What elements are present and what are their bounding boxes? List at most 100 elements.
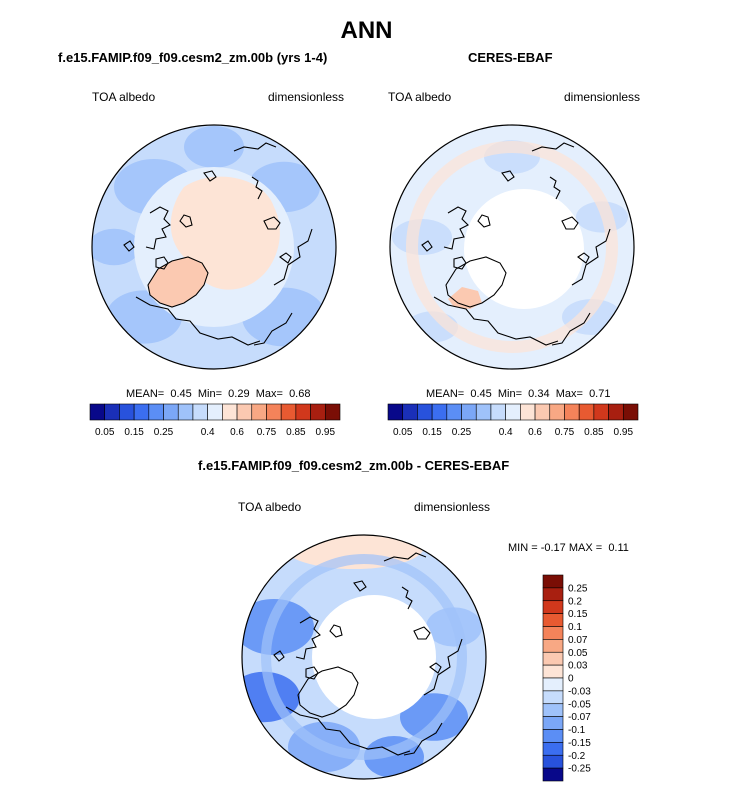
colorbar-box: [119, 403, 135, 421]
colorbar-box: [402, 403, 418, 421]
colorbar-box: [542, 651, 564, 666]
colorbar-tick-label: 0.25: [154, 427, 174, 438]
colorbar-box: [542, 677, 564, 692]
missing-region: [312, 595, 436, 719]
panel3-map: [241, 534, 487, 780]
coastline: [571, 228, 611, 286]
coastline: [297, 666, 359, 718]
colorbar-tick-label: 0.85: [584, 427, 604, 438]
panel3-stats: MIN = -0.17 MAX = 0.11: [508, 542, 629, 554]
map-border: [91, 124, 337, 370]
greenland-field: [448, 287, 482, 309]
colorbar-box: [542, 729, 564, 743]
colorbar-box: [104, 403, 120, 421]
colorbar-box: [133, 403, 150, 421]
coastline: [353, 580, 367, 592]
field-patch: [92, 228, 140, 266]
coastline: [453, 256, 467, 270]
panel1-colorbar: 0.05 0.15 0.25 0.4 0.6 0.75 0.85 0.95: [89, 403, 341, 438]
colorbar-tick-label: 0.1: [568, 622, 582, 633]
colorbar-tick-label: 0.05: [393, 427, 413, 438]
colorbar-tick-label: 0.95: [614, 427, 634, 438]
colorbar-box: [608, 403, 624, 421]
map-border: [389, 124, 635, 370]
panel1-variable: TOA albedo: [92, 90, 156, 104]
colorbar-tick-label: -0.05: [568, 699, 591, 710]
colorbar-tick-label: 0.6: [230, 427, 244, 438]
coastline: [433, 296, 559, 346]
ring-band: [406, 141, 618, 353]
panel2-variable: TOA albedo: [388, 90, 452, 104]
coastline: [273, 228, 313, 286]
colorbar-box: [542, 767, 564, 782]
coastline: [401, 586, 413, 610]
colorbar-box: [295, 403, 311, 421]
colorbar-box: [578, 403, 595, 421]
colorbar-box: [542, 742, 564, 756]
colorbar-tick-label: -0.2: [568, 751, 586, 762]
map-border: [241, 534, 487, 780]
coastline: [263, 216, 281, 230]
colorbar-tick-label: 0.03: [568, 661, 588, 672]
colorbar-box: [475, 403, 492, 421]
coastline: [273, 650, 285, 662]
colorbar-box: [461, 403, 477, 421]
colorbar-box: [542, 716, 564, 730]
coastline: [421, 240, 433, 252]
coastline: [549, 176, 561, 200]
colorbar-box: [192, 403, 208, 421]
colorbar-box: [549, 403, 565, 421]
coastline: [305, 666, 319, 680]
panel3-colorbar: 0.25 0.2 0.15 0.1 0.07 0.05 0.03 0-0.03 -0.05 -0.…: [542, 574, 591, 782]
colorbar-box: [564, 403, 580, 421]
colorbar-tick-label: 0.05: [95, 427, 115, 438]
colorbar-box: [89, 403, 106, 421]
coastline: [561, 216, 579, 230]
colorbar-box: [310, 403, 326, 421]
panel1-units: dimensionless: [268, 90, 345, 104]
colorbar-tick-label: 0.07: [568, 635, 588, 646]
colorbar-box: [542, 587, 564, 602]
colorbar-box: [542, 664, 564, 679]
colorbar-tick-label: 0.95: [316, 427, 336, 438]
colorbar-box: [148, 403, 164, 421]
coastline: [279, 252, 292, 264]
colorbar-tick-label: 0.25: [452, 427, 472, 438]
colorbar-box: [542, 639, 564, 653]
coastline: [145, 206, 171, 250]
colorbar-box: [236, 403, 253, 421]
coastline: [383, 552, 427, 562]
coastline: [531, 142, 575, 152]
colorbar-tick-label: 0: [568, 674, 574, 685]
colorbar-box: [324, 403, 341, 421]
colorbar-tick-label: 0.2: [568, 596, 582, 607]
colorbar-tick-label: 0.15: [568, 609, 588, 620]
panel2-units: dimensionless: [564, 90, 641, 104]
colorbar-box: [534, 403, 551, 421]
coastline: [577, 252, 590, 264]
colorbar-tick-label: 0.4: [499, 427, 513, 438]
panel3-units: dimensionless: [414, 500, 491, 514]
colorbar-box: [542, 703, 564, 717]
colorbar-tick-label: 0.85: [286, 427, 306, 438]
panel3-variable: TOA albedo: [238, 500, 302, 514]
colorbar-box: [222, 403, 238, 421]
colorbar-box: [542, 613, 564, 627]
colorbar-tick-label: 0.25: [568, 583, 588, 594]
panel1-title: f.e15.FAMIP.f09_f09.cesm2_zm.00b (yrs 1-…: [58, 50, 328, 65]
colorbar-box: [542, 626, 564, 640]
coastline: [147, 256, 209, 308]
coastline: [135, 296, 261, 346]
coastline: [179, 214, 193, 228]
coastline: [329, 624, 343, 638]
coastline: [251, 176, 263, 200]
colorbar-box: [207, 403, 223, 421]
colorbar-box: [387, 403, 404, 421]
coastline: [423, 638, 463, 696]
colorbar-box: [280, 403, 297, 421]
colorbar-box: [417, 403, 433, 421]
colorbar-box: [266, 403, 282, 421]
coastline: [501, 170, 515, 182]
colorbar-tick-label: 0.6: [528, 427, 542, 438]
figure-title: ANN: [340, 17, 393, 44]
